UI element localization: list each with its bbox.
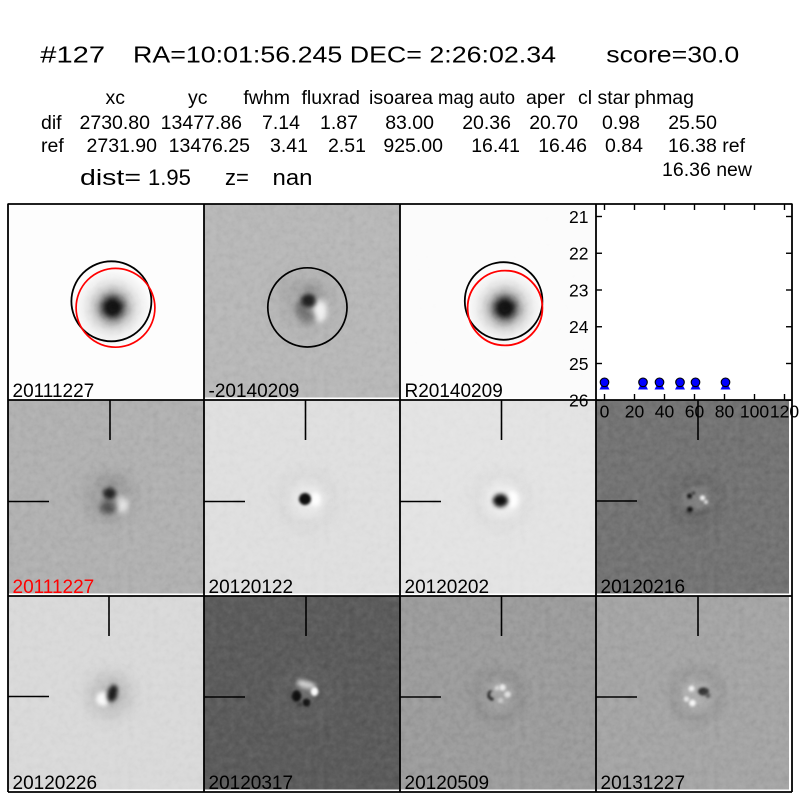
svg-text:20131227: 20131227: [601, 773, 686, 794]
svg-text:#127: #127: [40, 41, 105, 67]
svg-text:xc: xc: [106, 87, 126, 109]
svg-text:score=30.0: score=30.0: [606, 41, 739, 67]
svg-text:fwhm: fwhm: [243, 87, 290, 109]
svg-text:83.00: 83.00: [385, 112, 434, 134]
svg-text:20.70: 20.70: [529, 112, 578, 134]
svg-text:80: 80: [715, 402, 735, 422]
svg-text:13477.86: 13477.86: [161, 112, 242, 134]
svg-text:nan: nan: [273, 165, 313, 190]
svg-text:16.38 ref: 16.38 ref: [668, 135, 746, 157]
svg-text:20: 20: [625, 402, 645, 422]
svg-text:dist=: dist=: [80, 165, 141, 190]
svg-text:26: 26: [569, 391, 588, 411]
svg-text:cl star: cl star: [578, 87, 631, 109]
svg-text:100: 100: [740, 402, 769, 422]
svg-text:-20140209: -20140209: [209, 381, 300, 402]
svg-text:0: 0: [600, 402, 610, 422]
svg-text:20111227: 20111227: [13, 381, 95, 402]
svg-text:20111227: 20111227: [13, 577, 95, 598]
svg-text:25: 25: [569, 354, 588, 374]
svg-text:20120122: 20120122: [209, 577, 294, 598]
svg-text:fluxrad: fluxrad: [301, 87, 360, 109]
svg-text:925.00: 925.00: [383, 135, 443, 157]
svg-text:23: 23: [569, 280, 588, 300]
svg-text:20120317: 20120317: [209, 773, 294, 794]
svg-text:16.46: 16.46: [538, 135, 587, 157]
svg-text:120: 120: [770, 402, 799, 422]
svg-text:0.98: 0.98: [602, 112, 640, 134]
svg-text:20.36: 20.36: [462, 112, 511, 134]
svg-text:1.87: 1.87: [320, 112, 358, 134]
svg-text:aper: aper: [526, 87, 566, 109]
svg-text:1.95: 1.95: [148, 165, 191, 190]
svg-text:RA=10:01:56.245 DEC= 2:26:02.3: RA=10:01:56.245 DEC= 2:26:02.34: [133, 41, 556, 67]
svg-text:40: 40: [655, 402, 675, 422]
svg-text:13476.25: 13476.25: [169, 135, 250, 157]
svg-text:yc: yc: [188, 87, 208, 109]
svg-text:7.14: 7.14: [262, 112, 300, 134]
svg-text:20120509: 20120509: [405, 773, 490, 794]
svg-text:22: 22: [569, 244, 588, 264]
svg-text:25.50: 25.50: [668, 112, 717, 134]
svg-text:24: 24: [569, 317, 589, 337]
svg-text:mag auto: mag auto: [438, 87, 515, 109]
svg-text:2730.80: 2730.80: [80, 112, 151, 134]
svg-text:2731.90: 2731.90: [87, 135, 158, 157]
svg-text:16.36 new: 16.36 new: [662, 159, 753, 181]
svg-text:16.41: 16.41: [471, 135, 520, 157]
svg-text:3.41: 3.41: [270, 135, 308, 157]
svg-text:0.84: 0.84: [605, 135, 643, 157]
svg-text:20120202: 20120202: [405, 577, 490, 598]
svg-text:2.51: 2.51: [328, 135, 366, 157]
svg-text:20120226: 20120226: [13, 773, 98, 794]
svg-text:isoarea: isoarea: [369, 87, 433, 109]
svg-text:phmag: phmag: [634, 87, 694, 109]
svg-text:ref: ref: [41, 135, 64, 157]
svg-text:z=: z=: [225, 165, 249, 190]
svg-text:21: 21: [569, 207, 588, 227]
svg-text:R20140209: R20140209: [405, 381, 503, 402]
svg-text:60: 60: [685, 402, 705, 422]
svg-text:20120216: 20120216: [601, 577, 686, 598]
svg-text:dif: dif: [41, 112, 62, 134]
